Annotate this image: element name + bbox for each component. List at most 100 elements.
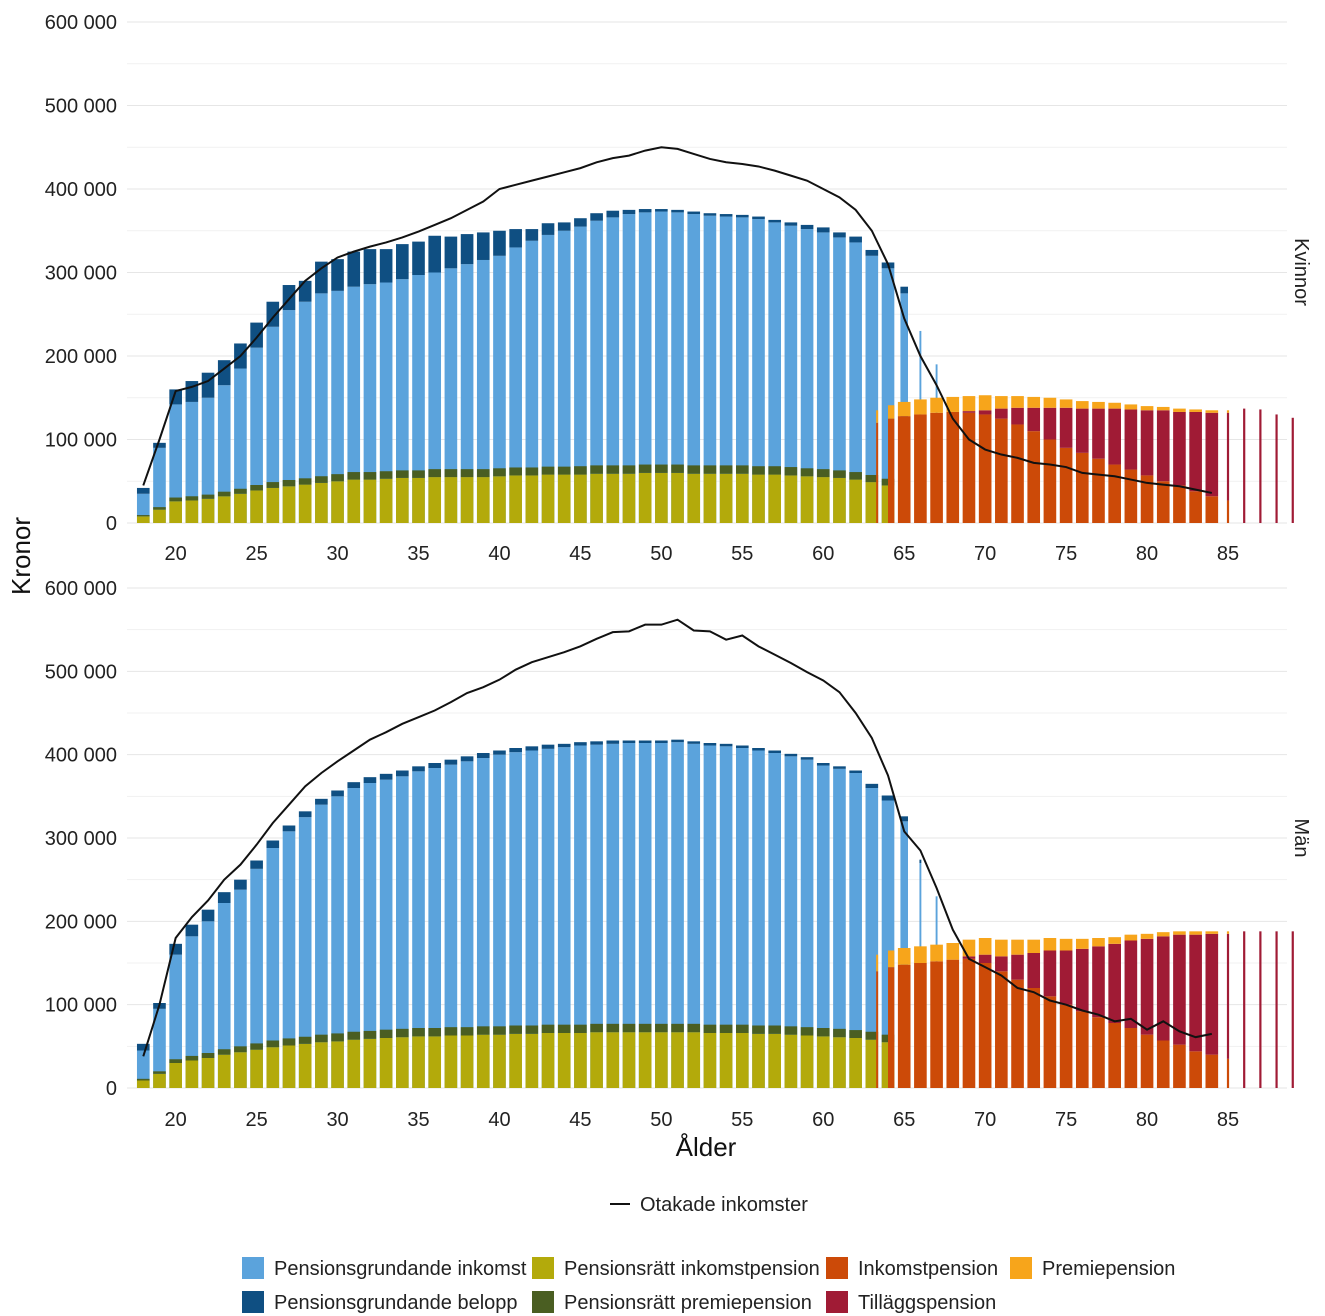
x-axis-title: Ålder (676, 1132, 737, 1162)
bar-pensionsgrundande-inkomst (363, 284, 377, 523)
bar-pensionsratt-inkomstpension (655, 1032, 668, 1088)
bar-pensionsgrundande-belopp (282, 825, 296, 832)
bar-pensionsgrundande-inkomst (298, 301, 312, 523)
bar-pensionsgrundande-inkomst (396, 776, 409, 1088)
bar-pensionsratt-inkomstpension (752, 1033, 765, 1088)
bar-pensionsgrundande-inkomst (185, 401, 199, 523)
bar-pensionsratt-premiepension (363, 1030, 377, 1039)
line-otakade-inkomster (142, 146, 1213, 494)
bar-pensionsratt-premiepension (752, 466, 765, 475)
bar-pensionsgrundande-belopp (752, 748, 765, 751)
bar-pensionsratt-inkomstpension (347, 479, 361, 523)
bar-pensionsgrundande-inkomst (428, 272, 442, 523)
bar-pensionsgrundande-inkomst (541, 234, 555, 524)
bar-pensionsgrundande-inkomst (509, 247, 522, 523)
x-tick-label: 55 (731, 1109, 753, 1131)
bar-pensionsratt-premiepension (153, 507, 166, 510)
legend-label: Pensionsgrundande belopp (274, 1292, 518, 1314)
bar-pensionsratt-premiepension (638, 464, 652, 473)
x-tick-label: 60 (812, 1109, 834, 1131)
bar-pensionsgrundande-belopp (703, 743, 717, 746)
bar-premiepension (1189, 409, 1202, 412)
bar-pensionsgrundande-inkomst (833, 768, 846, 1088)
bar-pensionsratt-premiepension (201, 494, 215, 499)
bar-pensionsgrundande-inkomst (735, 748, 749, 1088)
bar-pensionsgrundande-belopp (379, 773, 393, 780)
bar-pensionsratt-inkomstpension (169, 501, 182, 523)
bar-pensionsratt-premiepension (703, 465, 717, 474)
bar-pensionsratt-premiepension (574, 466, 587, 475)
bar-pensionsgrundande-belopp (768, 219, 782, 223)
bar-pensionsgrundande-inkomst (638, 212, 652, 523)
bar-inkomstpension (914, 414, 927, 523)
bar-pensionsratt-premiepension (622, 465, 636, 474)
bar-pensionsratt-inkomstpension (331, 481, 344, 523)
bar-pensionsgrundande-belopp (444, 759, 458, 765)
bar-inkomstpension (978, 963, 992, 1088)
bar-tillaggspension (1092, 408, 1105, 459)
bar-pensionsratt-inkomstpension (396, 477, 409, 523)
bar-pensionsgrundande-inkomst (460, 264, 474, 523)
bar-pensionsgrundande-belopp (541, 223, 555, 235)
bar-pensionsgrundande-inkomst (816, 765, 830, 1088)
legend-label: Pensionsrätt inkomstpension (564, 1258, 820, 1280)
bar-pensionsratt-premiepension (735, 1024, 749, 1033)
bar-tillaggspension (1173, 411, 1186, 486)
bar-pensionsratt-premiepension (169, 497, 182, 502)
bar-pensionsgrundande-inkomst (849, 773, 862, 1088)
bar-tillaggspension (1243, 931, 1246, 1088)
bar-inkomstpension (897, 964, 911, 1088)
bar-pensionsgrundande-inkomst (234, 368, 247, 523)
bar-inkomstpension (876, 422, 879, 523)
bar-inkomstpension (1059, 1004, 1073, 1088)
bar-pensionsratt-inkomstpension (234, 493, 247, 523)
bar-premiepension (897, 948, 911, 965)
bar-premiepension (1108, 937, 1121, 944)
bar-pensionsratt-inkomstpension (655, 472, 668, 523)
bar-pensionsgrundande-inkomst (363, 783, 377, 1088)
bar-pensionsratt-inkomstpension (217, 1054, 231, 1088)
bar-tillaggspension (1259, 409, 1262, 523)
bar-pensionsgrundande-inkomst (719, 746, 733, 1088)
bar-pensionsgrundande-belopp (900, 286, 908, 294)
bar-pensionsgrundande-belopp (493, 230, 506, 256)
bar-pensionsratt-inkomstpension (833, 477, 846, 523)
bar-pensionsgrundande-belopp (250, 860, 263, 869)
bar-pensionsratt-premiepension (606, 465, 620, 474)
bar-pensionsgrundande-belopp (136, 1043, 150, 1051)
bar-pensionsratt-inkomstpension (703, 1033, 717, 1088)
bar-pensionsgrundande-inkomst (671, 212, 684, 523)
bar-pensionsgrundande-belopp (153, 442, 166, 448)
bar-pensionsratt-premiepension (217, 491, 231, 497)
bar-inkomstpension (1140, 475, 1154, 523)
bar-pensionsgrundande-inkomst (379, 282, 393, 523)
bar-pensionsgrundande-belopp (525, 229, 539, 241)
bar-premiepension (1156, 406, 1170, 411)
bar-tillaggspension (995, 408, 1008, 419)
bar-tillaggspension (1275, 414, 1278, 523)
legend-label: Tilläggspension (858, 1292, 996, 1314)
bar-pensionsratt-premiepension (234, 488, 247, 494)
bar-tillaggspension (1140, 938, 1154, 1035)
bar-pensionsgrundande-belopp (606, 740, 620, 744)
bar-inkomstpension (1027, 431, 1041, 523)
y-tick-label: 400 000 (45, 179, 117, 201)
bar-pensionsratt-inkomstpension (735, 473, 749, 523)
bar-pensionsratt-premiepension (396, 1028, 409, 1038)
bar-pensionsratt-premiepension (185, 496, 199, 501)
bar-pensionsratt-inkomstpension (525, 475, 539, 523)
bar-premiepension (1108, 402, 1121, 409)
bar-pensionsgrundande-inkomst (816, 232, 830, 524)
bar-pensionsgrundande-belopp (849, 236, 862, 243)
x-tick-label: 65 (893, 543, 915, 565)
bar-pensionsratt-inkomstpension (460, 1035, 474, 1088)
bar-pensionsgrundande-belopp (363, 249, 377, 285)
bar-inkomstpension (1075, 1011, 1089, 1088)
x-tick-label: 20 (165, 1109, 187, 1131)
bar-pensionsratt-premiepension (849, 1030, 862, 1038)
bar-pensionsgrundande-belopp (412, 766, 425, 772)
bar-tillaggspension (1205, 412, 1219, 497)
legend-label: Premiepension (1042, 1258, 1175, 1280)
bar-premiepension (1059, 938, 1073, 951)
